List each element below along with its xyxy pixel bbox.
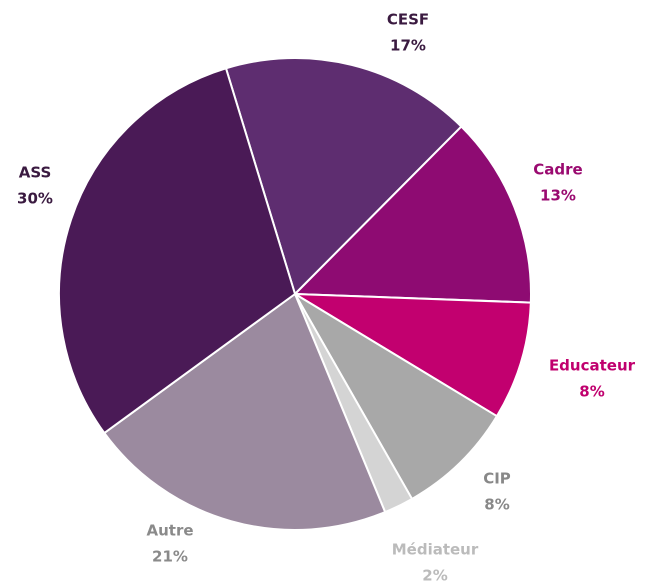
pie-slice [292,291,499,501]
slice-label: Médiateur [392,541,479,559]
pie-slice [291,292,532,418]
slice-label: CESF [387,11,429,29]
slice-label: CIP [483,470,511,488]
slice-label: Cadre [533,161,582,179]
slice-value-label: 8% [579,383,604,401]
pie-slice [58,67,297,435]
slice-label: ASS [19,164,52,182]
slice-label: Autre [146,522,193,540]
slice-value-label: 13% [540,187,576,205]
pie-slice [292,125,532,304]
slice-label: Educateur [549,357,636,375]
slice-value-label: 8% [484,496,509,514]
slice-value-label: 2% [422,567,447,583]
slice-value-label: 30% [17,190,53,208]
slice-value-label: 21% [152,548,188,566]
pie-slice [224,57,463,296]
slice-value-label: 17% [390,37,426,55]
pie-slice [102,292,387,531]
